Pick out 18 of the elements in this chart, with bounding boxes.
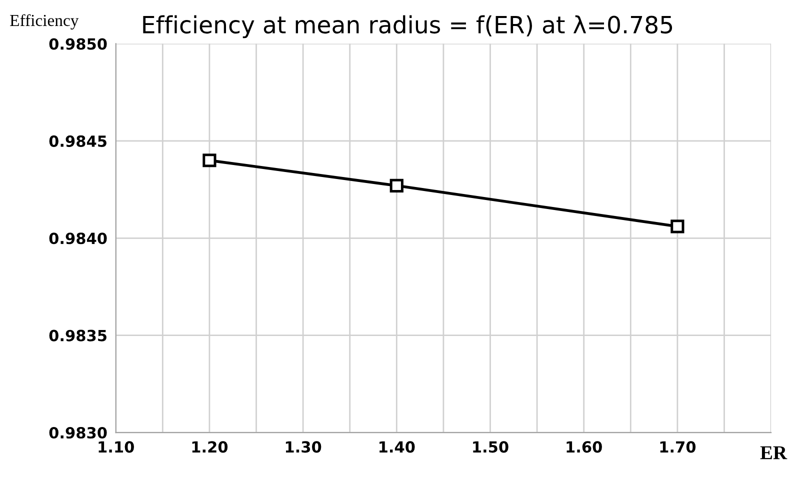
- y-tick-label: 0.9850: [49, 38, 107, 50]
- x-tick-label: 1.70: [660, 441, 696, 453]
- y-axis-title: Efficiency: [10, 14, 79, 30]
- y-tick-label: 0.9830: [49, 427, 107, 439]
- x-axis-title: ER: [760, 446, 788, 460]
- y-tick-label: 0.9845: [49, 135, 106, 147]
- x-tick-label: 1.20: [192, 441, 228, 453]
- point: [390, 178, 404, 192]
- x-tick-label: 1.60: [566, 441, 602, 453]
- chart-title: Efficiency at mean radius = f(ER) at λ=0.785: [143, 15, 672, 38]
- x-tick-label: 1.30: [286, 441, 322, 453]
- x-tick-label: 1.40: [380, 441, 415, 453]
- x-tick-label: 1.50: [473, 441, 508, 453]
- point: [202, 154, 216, 168]
- y-tick-label: 0.9835: [49, 330, 106, 342]
- x-tick-label: 1.10: [98, 441, 134, 453]
- point: [670, 220, 684, 234]
- y-tick-label: 0.9840: [49, 232, 107, 244]
